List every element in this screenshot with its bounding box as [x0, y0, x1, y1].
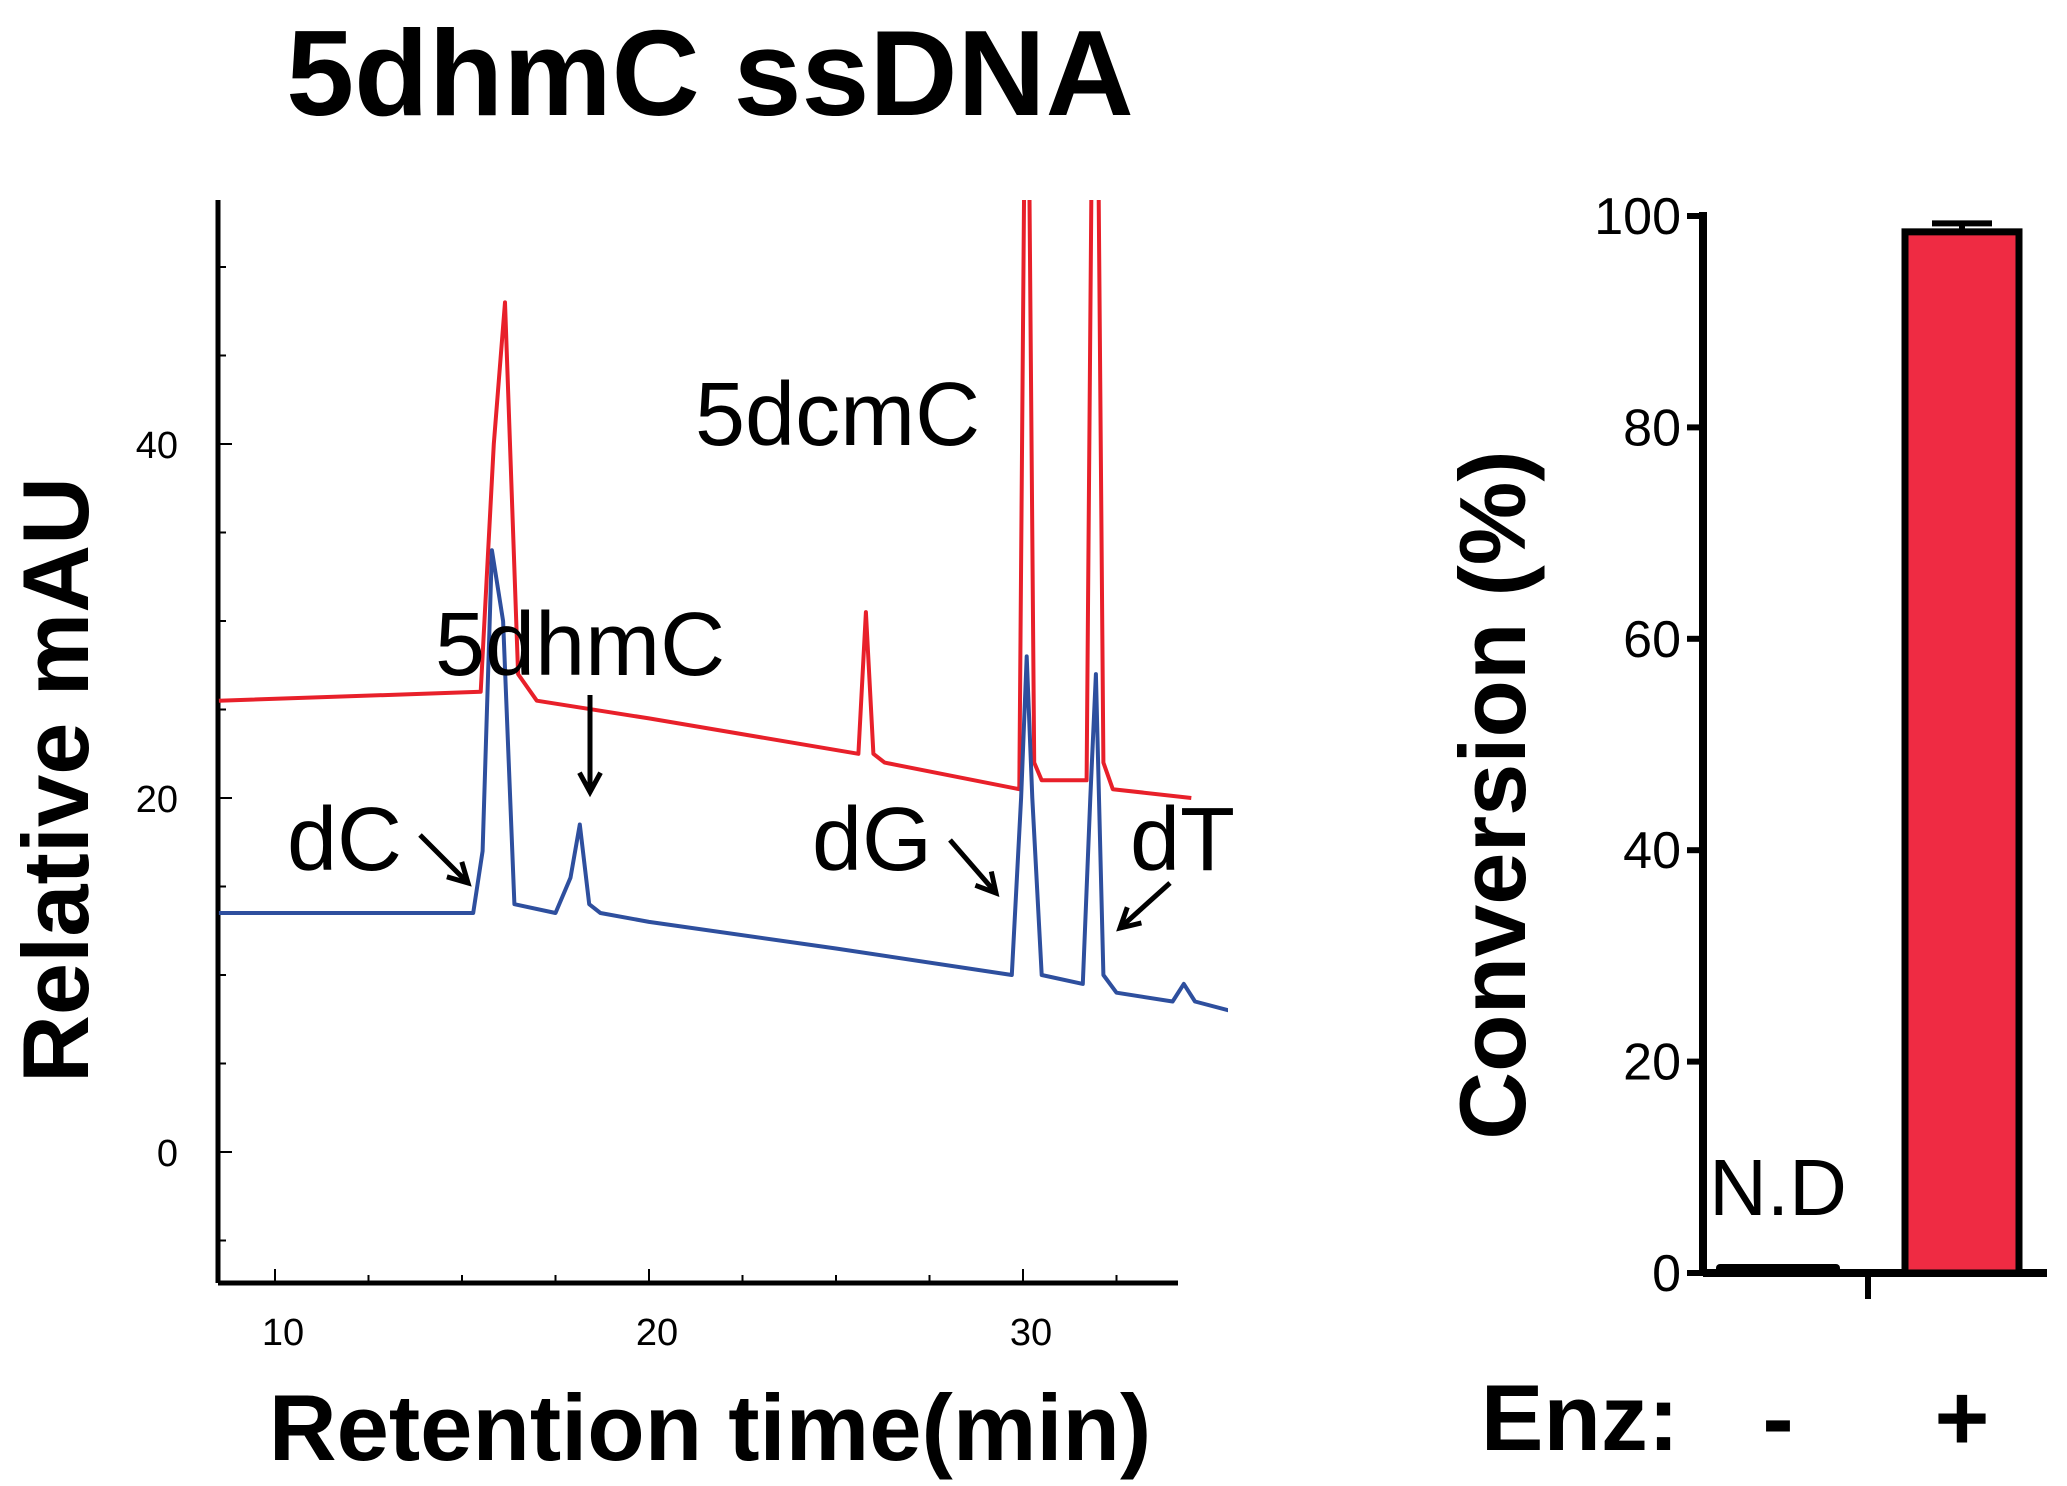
chromatogram-chart: 10 20 30 0 20 40 5dcmC 5dhmC dC dG dT Relative mA…: [3, 200, 1235, 1480]
dC-arrow: [418, 833, 470, 885]
bars: - + N.D: [1709, 220, 2023, 1470]
y-tick-label: 0: [157, 1133, 178, 1175]
y-tick-label: 20: [136, 779, 178, 821]
bar-y-tick-label: 100: [1594, 188, 1681, 246]
5dhmC-arrow-head: [577, 771, 603, 798]
peak-label: 5dcmC: [695, 365, 980, 465]
dG-arrow-head: [974, 870, 1000, 897]
category-label: +: [1935, 1365, 1990, 1470]
peak-annotations: 5dcmC 5dhmC dC dG dT: [287, 365, 1235, 932]
chromatogram-axes: [215, 200, 1178, 1286]
conversion-bar-chart: 0 20 40 60 80 100 - + N.D Conversion (%) Enz:: [1440, 188, 2047, 1470]
chromatogram-traces: [218, 200, 1228, 1013]
x-tick-label: 20: [636, 1312, 678, 1354]
x-tick-label: 10: [262, 1312, 304, 1354]
bar-enzyme-plus: [1901, 228, 2023, 1277]
bar-y-tick-label: 60: [1623, 611, 1681, 669]
chromatogram-ticks: 10 20 30 0 20 40: [136, 266, 1118, 1354]
peak-label: dC: [287, 790, 402, 890]
dT-arrow: [1118, 881, 1172, 930]
category-label: -: [1762, 1365, 1793, 1470]
enzyme-label: Enz:: [1481, 1365, 1679, 1470]
x-tick-label: 30: [1010, 1312, 1052, 1354]
nd-annotation: N.D: [1709, 1143, 1847, 1232]
y-axis-title: Relative mAU: [3, 477, 108, 1083]
y-tick-label: 40: [136, 425, 178, 467]
x-axis-title: Retention time(min): [269, 1375, 1152, 1480]
dG-arrow: [948, 838, 998, 895]
bar-y-tick-label: 20: [1623, 1034, 1681, 1092]
trace-red: [218, 200, 1192, 800]
chart-title: 5dhmC ssDNA: [286, 5, 1133, 141]
bar-y-tick-label: 40: [1623, 822, 1681, 880]
dT-arrow-head: [1116, 906, 1142, 932]
bar-y-axis-title: Conversion (%): [1440, 450, 1545, 1139]
peak-label: 5dhmC: [435, 595, 725, 695]
bar-y-tick-label: 80: [1623, 399, 1681, 457]
bar-enzyme-minus: [1716, 1264, 1840, 1273]
trace-blue: [218, 548, 1228, 1013]
bar-y-tick-label: 0: [1652, 1245, 1681, 1303]
peak-label: dG: [812, 790, 932, 890]
dC-arrow-head: [446, 861, 472, 887]
peak-label: dT: [1130, 790, 1235, 890]
